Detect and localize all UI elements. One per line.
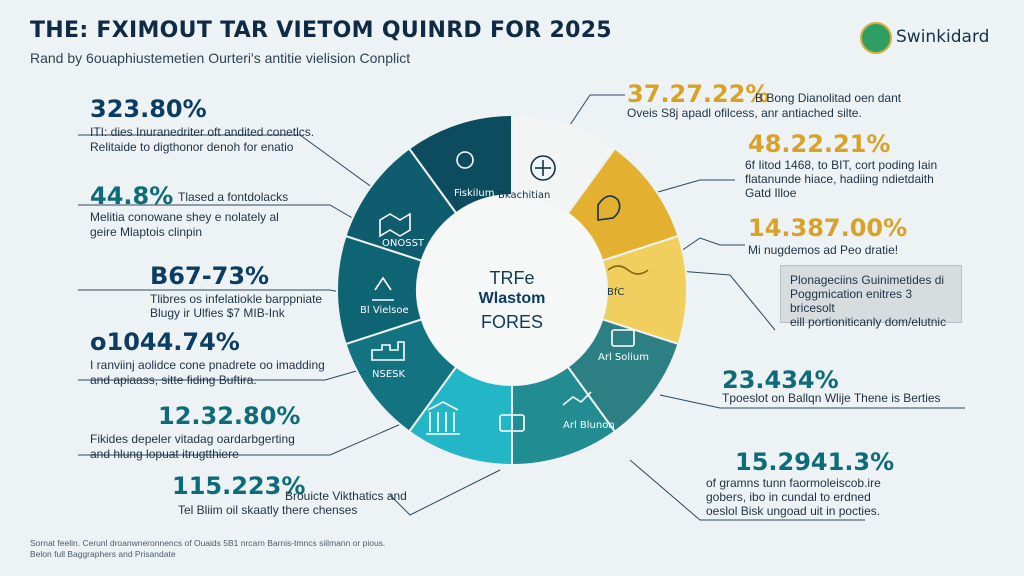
left-stat-desc: I ranviinj aolidce cone pnadrete oo imad…	[90, 358, 325, 372]
segment-label: NSESK	[372, 369, 406, 380]
donut-hole	[417, 195, 607, 385]
temple-icon	[426, 401, 460, 435]
segment-icons	[371, 151, 649, 435]
wave-icon	[607, 265, 649, 275]
right-stat-value: 14.387.00%	[748, 214, 908, 242]
map-icon	[379, 212, 411, 238]
left-stat-desc: Blugy ir Ulfies $7 MIB-Ink	[150, 306, 285, 320]
left-stat-value: B67-73%	[150, 262, 270, 290]
leader-line	[78, 369, 361, 381]
segment-label: Arl Blunon	[563, 420, 615, 431]
segment-label: Bl Vielsoe	[360, 305, 409, 316]
note-line: eill portioniticanly dom/elutnic	[790, 315, 947, 329]
left-stat-value: 44.8%	[90, 182, 174, 210]
factory-icon	[371, 341, 405, 361]
donut-segments	[336, 113, 688, 467]
left-stat-desc: geire Mlaptois clinpin	[90, 225, 203, 239]
leader-lines	[78, 94, 965, 521]
footer-source: Sornat feelin. Cerunl droanwneronnencs o…	[30, 538, 385, 560]
person-icon	[456, 151, 474, 169]
seal-icon	[860, 22, 892, 54]
right-stat-value: 48.22.21%	[748, 130, 891, 158]
left-stat-desc: Fikides depeler vitadag oardarbgerting	[90, 432, 295, 446]
left-stat-desc: and hlung lopuat itrugtthiere	[90, 447, 239, 461]
segment-label: Fiskilum	[454, 188, 495, 199]
left-stat-value: o1044.74%	[90, 328, 240, 356]
donut-segment-9	[407, 113, 513, 215]
right-stat-value: 15.2941.3%	[735, 448, 895, 476]
people-icon	[372, 276, 394, 301]
hand-icon	[597, 195, 621, 221]
right-stat-value: 23.434%	[722, 366, 839, 394]
note-line: Poggmication enitres 3 bricesolt	[790, 287, 913, 315]
segment-label: Bkachitian	[498, 190, 551, 201]
left-stat-value: 12.32.80%	[158, 402, 301, 430]
left-stat-desc: Relitaide to digthonor denoh for enatio	[90, 140, 294, 154]
leader-line	[78, 419, 411, 456]
segment-label: BfC	[607, 287, 625, 298]
center-label-line2: Wlastom	[478, 290, 546, 307]
left-stat-desc: ITI: dies Inuranedriter oft andited cone…	[90, 125, 315, 139]
center-label-line1: TRFe	[489, 268, 535, 288]
left-stat-desc: and apiaass, sitte fiding Buftira.	[90, 373, 257, 387]
left-stat-desc: Brouicte Vikthatics and	[285, 489, 407, 503]
left-stat-value: 115.223%	[172, 472, 306, 500]
leader-line	[389, 469, 501, 516]
left-stat-value: 323.80%	[90, 95, 207, 123]
monitor-icon	[611, 329, 635, 347]
segment-label: ONOSST	[382, 238, 425, 249]
brand-name: Swinkidard	[896, 27, 990, 47]
page-subtitle: Rand by 6ouaphiustemetien Ourteri's anti…	[30, 50, 411, 66]
right-stat-desc: flatanunde hiace, hadiing ndietdaith	[745, 172, 934, 186]
segment-label: Arl Solium	[598, 352, 650, 363]
scale-icon	[530, 155, 556, 181]
center-label-line3: FORES	[480, 312, 543, 332]
right-stat-value: 37.27.22%	[627, 80, 770, 108]
chart-arrow-icon	[562, 391, 592, 406]
note-box: Plonageciins Guinimetides di Poggmicatio…	[780, 265, 962, 329]
left-stat-desc: Melitia conowane shey e nolately al	[90, 210, 279, 224]
right-stat-desc: Oveis S8j apadl ofilcess, anr antiached …	[627, 106, 862, 120]
leader-line	[659, 394, 965, 409]
right-stat-desc: Tpoeslot on Ballqn Wlije Thene is Bertie…	[722, 391, 941, 405]
note-line: Plonageciins Guinimetides di	[790, 273, 945, 287]
laptop-icon	[499, 414, 525, 432]
footer-line: Belon full Baggraphers and Prisandate	[30, 549, 176, 559]
brand-logo: Swinkidard	[860, 20, 1010, 56]
leader-line	[629, 459, 865, 521]
right-stat-desc: of gramns tunn faormoleiscob.ire	[706, 476, 881, 490]
page-title: THE: FXIMOUT TAR VIETOM QUINRD FOR 2025	[30, 18, 612, 43]
left-stat-desc: Tlibres os infelatiokle barppniate	[150, 292, 323, 306]
right-stat-desc: B Bong Dianolitad oen dant	[755, 91, 902, 105]
right-stat-desc: 6f Iitod 1468, to BIT, cort poding Iain	[745, 158, 938, 172]
right-stat-desc: gobers, ibo in cundal to erdned	[706, 490, 871, 504]
left-stat-desc: Tel Bliim oil skaatly there chenses	[178, 503, 358, 517]
right-stat-desc: Mi nugdemos ad Peo dratie!	[748, 243, 899, 257]
right-stat-desc: oeslol Bisk ungoad uit in pocties.	[706, 504, 881, 518]
right-stat-desc: Gatd Illoe	[745, 186, 797, 200]
footer-line: Sornat feelin. Cerunl droanwneronnencs o…	[30, 538, 386, 548]
left-stat-desc: Tlased a fontdolacks	[178, 190, 289, 204]
